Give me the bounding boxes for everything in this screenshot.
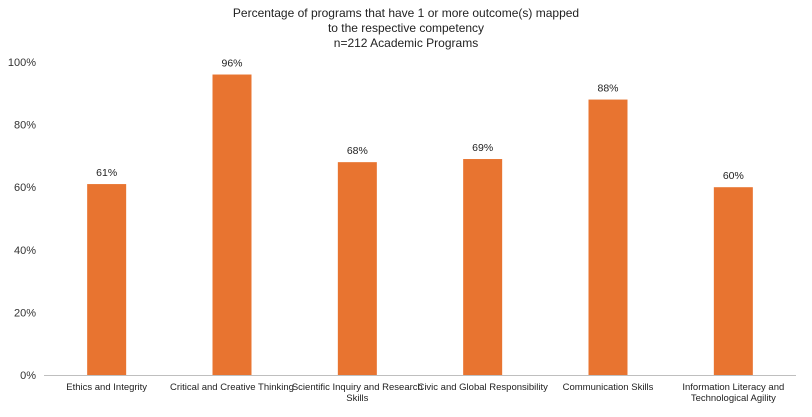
y-tick-label: 60%	[14, 182, 36, 194]
data-label: 96%	[221, 58, 242, 70]
bar	[588, 99, 628, 375]
x-category-label: Skills	[346, 393, 368, 404]
bar	[87, 184, 127, 375]
y-tick-label: 20%	[14, 307, 36, 319]
chart-title-line-3: n=212 Academic Programs	[333, 36, 479, 50]
x-category-label: Information Literacy and	[682, 382, 784, 393]
chart-title-line-1: Percentage of programs that have 1 or mo…	[232, 6, 580, 20]
x-category-label: Ethics and Integrity	[66, 382, 147, 393]
x-category-label: Communication Skills	[563, 382, 654, 393]
bar	[463, 159, 503, 375]
x-category-label: Technological Agility	[691, 393, 776, 404]
chart-title-line-2: to the respective competency	[327, 21, 485, 35]
y-tick-label: 100%	[8, 57, 36, 69]
x-category-label: Scientific Inquiry and Research	[292, 382, 423, 393]
y-tick-label: 40%	[14, 245, 36, 257]
y-tick-label: 80%	[14, 120, 36, 132]
bar	[212, 74, 252, 376]
data-label: 68%	[347, 145, 368, 157]
data-label: 88%	[597, 83, 618, 95]
bar	[337, 162, 377, 375]
x-category-label: Critical and Creative Thinking	[170, 382, 294, 393]
data-label: 69%	[472, 142, 493, 154]
y-tick-label: 0%	[20, 370, 36, 382]
data-label: 61%	[96, 167, 117, 179]
bar	[713, 187, 753, 375]
data-label: 60%	[723, 170, 744, 182]
x-category-label: Civic and Global Responsibility	[417, 382, 548, 393]
